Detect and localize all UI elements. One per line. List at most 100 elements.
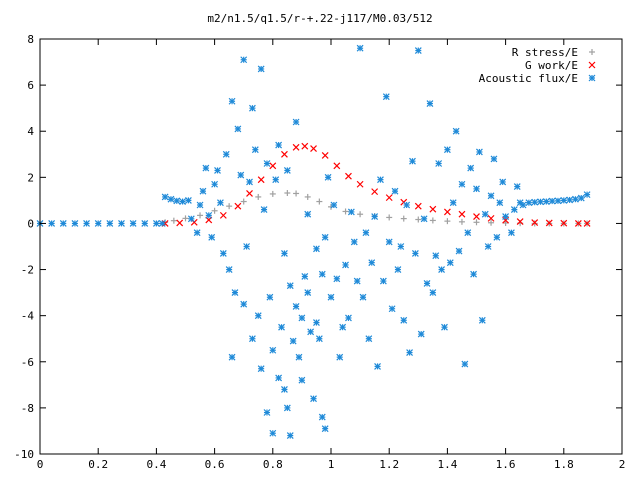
data-point <box>182 215 189 222</box>
y-tick-label: 6 <box>27 79 34 92</box>
data-point <box>400 316 408 324</box>
data-point <box>537 198 544 206</box>
data-point <box>193 229 201 237</box>
data-point <box>470 270 478 278</box>
data-point <box>519 201 527 209</box>
data-point <box>490 155 498 163</box>
data-point <box>266 293 274 301</box>
data-point <box>386 214 393 221</box>
data-point <box>243 243 251 250</box>
data-point <box>298 376 306 384</box>
data-point <box>310 395 317 403</box>
data-point <box>414 202 422 210</box>
data-point <box>356 180 364 188</box>
data-point <box>350 238 358 246</box>
data-point <box>304 193 311 200</box>
data-point <box>525 199 533 207</box>
data-point <box>487 214 495 222</box>
data-point <box>368 259 376 267</box>
data-point <box>231 289 239 297</box>
x-tick-label: 0.2 <box>88 458 108 471</box>
data-point <box>179 198 187 205</box>
x-tick-label: 0.6 <box>205 458 225 471</box>
data-point <box>59 220 67 227</box>
data-point <box>510 206 518 214</box>
plot-frame <box>39 38 623 455</box>
data-point <box>275 374 283 382</box>
data-point <box>502 213 510 220</box>
data-point <box>249 335 256 343</box>
data-point <box>281 150 288 158</box>
data-point <box>444 218 451 225</box>
data-point <box>560 219 568 227</box>
data-point <box>379 277 387 285</box>
data-point <box>184 196 192 204</box>
data-point <box>234 125 242 133</box>
series-0 <box>162 190 591 227</box>
data-point <box>214 166 221 174</box>
data-point <box>272 176 280 184</box>
data-point <box>357 211 364 218</box>
data-point <box>385 238 393 246</box>
data-point <box>577 194 585 202</box>
data-point <box>548 197 556 205</box>
data-point <box>205 211 213 219</box>
data-point <box>251 146 259 154</box>
data-point <box>141 220 149 227</box>
data-point <box>118 220 125 227</box>
data-point <box>458 218 465 225</box>
data-point <box>458 210 466 218</box>
data-point <box>342 261 349 269</box>
data-point <box>414 47 422 54</box>
data-point <box>234 202 242 210</box>
x-tick-label: 0.4 <box>146 458 166 471</box>
data-point <box>484 243 492 250</box>
data-point <box>173 197 181 205</box>
data-point <box>507 229 515 237</box>
data-point <box>71 220 79 227</box>
data-point <box>257 65 265 73</box>
legend-marker <box>588 74 596 82</box>
data-point <box>574 220 582 227</box>
data-point <box>446 259 454 267</box>
data-point <box>225 266 233 273</box>
data-point <box>339 323 347 331</box>
data-point <box>481 210 489 218</box>
data-point <box>301 273 309 280</box>
data-point <box>316 198 323 205</box>
data-point <box>516 218 524 226</box>
data-point <box>187 215 195 223</box>
data-point <box>411 249 419 257</box>
data-point <box>283 166 291 174</box>
data-point <box>478 316 486 324</box>
y-tick-label: -8 <box>21 402 34 415</box>
data-point <box>513 183 521 190</box>
y-tick-label: 2 <box>27 171 34 184</box>
data-point <box>310 145 317 152</box>
data-point <box>289 337 297 345</box>
data-point <box>403 201 411 209</box>
data-point <box>531 220 538 227</box>
data-point <box>321 233 329 241</box>
data-point <box>493 233 501 241</box>
data-point <box>455 247 463 255</box>
data-point <box>449 199 457 207</box>
data-point <box>336 353 344 361</box>
x-tick-label: 0 <box>37 458 44 471</box>
data-point <box>269 346 277 354</box>
data-point <box>345 314 352 322</box>
data-point <box>353 277 361 285</box>
data-point <box>286 282 294 290</box>
data-point <box>318 270 326 278</box>
data-point <box>228 97 236 105</box>
data-point <box>284 190 291 197</box>
x-tick-label: 1.2 <box>379 458 399 471</box>
data-point <box>385 194 393 202</box>
data-point <box>240 56 248 64</box>
data-point <box>211 180 219 188</box>
data-point <box>452 127 460 135</box>
data-point <box>362 229 370 237</box>
data-point <box>377 176 384 184</box>
data-point <box>199 187 207 195</box>
